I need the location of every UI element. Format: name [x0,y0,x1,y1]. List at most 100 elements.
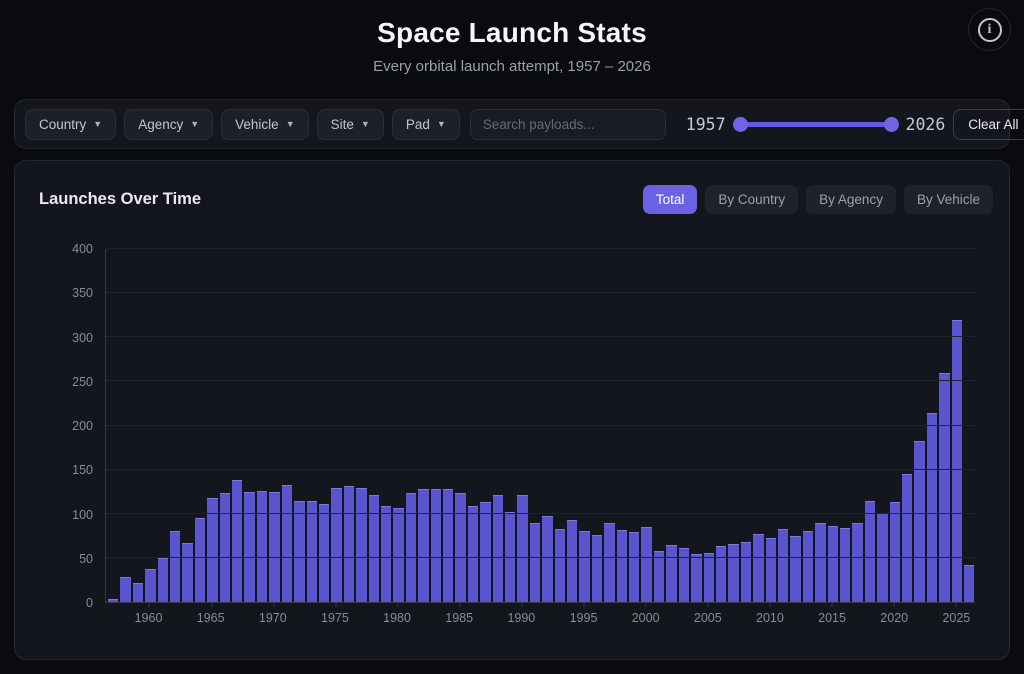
bar-2011[interactable] [777,528,789,602]
x-axis-tick [273,603,275,607]
bar-2023[interactable] [926,413,938,602]
bar-1958[interactable] [120,577,131,602]
bar-1960[interactable] [145,569,156,602]
bar-1959[interactable] [132,582,144,602]
bar-2025[interactable] [951,319,963,602]
year-range-slider[interactable] [732,117,899,132]
info-button[interactable]: i [968,8,1011,51]
bar-1993[interactable] [554,528,566,602]
tab-by-agency[interactable]: By Agency [806,185,896,214]
bar-2004[interactable] [691,554,702,602]
bar-1984[interactable] [442,489,454,602]
bar-1974[interactable] [318,504,330,602]
bar-2017[interactable] [852,523,863,602]
bar-2026[interactable] [964,564,975,602]
gridline [106,468,975,470]
bar-2006[interactable] [715,546,727,602]
bar-1968[interactable] [244,491,255,602]
search-input[interactable] [469,108,666,140]
country-filter-dropdown[interactable]: Country ▼ [25,108,117,140]
bar-1995[interactable] [579,531,590,602]
bar-1992[interactable] [542,516,553,602]
launches-bar-chart: 0 50 100 150 200 250 300 350 400 1960 1965 1970 197… [31,242,993,629]
tab-by-vehicle[interactable]: By Vehicle [903,185,993,214]
bar-2012[interactable] [790,535,801,602]
x-axis-tick [521,603,523,607]
bar-1986[interactable] [467,505,479,602]
bar-2024[interactable] [939,372,950,602]
bar-1969[interactable] [256,490,268,602]
bar-1971[interactable] [281,484,293,602]
site-filter-dropdown[interactable]: Site ▼ [316,108,384,140]
x-axis-tick [707,603,709,607]
bar-1990[interactable] [517,495,528,602]
bar-1996[interactable] [591,534,603,602]
bar-1994[interactable] [567,519,578,602]
bar-2000[interactable] [641,527,652,602]
agency-filter-dropdown[interactable]: Agency ▼ [124,108,214,140]
bar-2020[interactable] [889,502,900,602]
bar-2008[interactable] [740,542,752,602]
bar-2010[interactable] [765,538,776,602]
bar-1988[interactable] [492,495,503,602]
bar-2009[interactable] [753,534,764,602]
tab-total[interactable]: Total [642,185,698,214]
bar-1987[interactable] [480,502,491,602]
bar-1997[interactable] [604,523,615,602]
bar-1983[interactable] [430,489,441,602]
launches-panel: Launches Over Time Total By Country By A… [14,160,1010,660]
bar-1973[interactable] [306,500,317,602]
clear-all-button[interactable]: Clear All [953,108,1024,140]
bar-2003[interactable] [678,548,690,602]
bar-1980[interactable] [393,508,404,602]
bar-2016[interactable] [839,527,851,602]
chart-plot-area [105,248,975,607]
bar-1965[interactable] [207,497,218,602]
year-range-handle-max[interactable] [883,117,899,132]
bar-1957[interactable] [108,599,119,602]
bar-1964[interactable] [194,518,206,602]
bar-1978[interactable] [368,495,379,602]
bar-2015[interactable] [827,526,838,602]
tab-by-country[interactable]: By Country [705,185,799,214]
bar-2001[interactable] [653,550,665,602]
bar-2002[interactable] [666,544,677,602]
bar-1970[interactable] [269,491,280,602]
year-range-handle-min[interactable] [732,117,748,132]
bar-1999[interactable] [629,532,640,602]
x-axis-tick-label: 2020 [880,611,909,625]
vehicle-filter-dropdown[interactable]: Vehicle ▼ [221,108,309,140]
x-axis-tick [955,603,957,607]
bar-2021[interactable] [902,474,913,602]
bar-2022[interactable] [914,441,925,602]
bar-1981[interactable] [405,492,417,602]
bar-1976[interactable] [343,486,355,602]
bar-1966[interactable] [219,492,231,602]
year-range-track[interactable] [734,122,897,127]
bar-1991[interactable] [529,522,541,602]
bar-2013[interactable] [802,530,814,602]
bar-1967[interactable] [232,480,243,602]
bar-2014[interactable] [815,522,826,602]
pad-filter-dropdown[interactable]: Pad ▼ [391,108,460,140]
gridline [106,336,975,338]
y-axis-tick-label: 50 [79,551,93,566]
bar-1975[interactable] [331,488,342,602]
bar-1998[interactable] [616,529,628,602]
bar-1985[interactable] [455,493,466,602]
bar-1961[interactable] [157,557,169,602]
view-tabs: Total By Country By Agency By Vehicle [642,185,993,214]
bar-1982[interactable] [418,489,429,602]
x-axis-tick-label: 2000 [631,611,660,625]
filter-bar: Country ▼ Agency ▼ Vehicle ▼ Site ▼ Pad … [14,99,1024,149]
bar-2018[interactable] [864,501,876,602]
bar-1977[interactable] [356,488,367,602]
bar-1979[interactable] [380,505,392,602]
bar-2007[interactable] [728,543,739,602]
bar-1962[interactable] [170,531,181,602]
bar-2005[interactable] [703,553,714,602]
bar-1972[interactable] [294,501,305,602]
x-axis-tick-label: 2010 [756,611,784,625]
bar-1963[interactable] [182,542,193,602]
x-axis-tick [893,603,895,607]
